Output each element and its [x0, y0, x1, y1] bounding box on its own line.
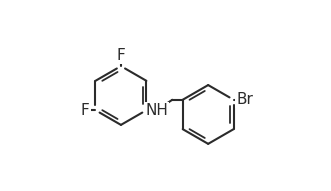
- Text: F: F: [117, 48, 125, 63]
- Text: NH: NH: [145, 103, 168, 118]
- Text: Br: Br: [236, 92, 253, 107]
- Text: F: F: [81, 103, 89, 118]
